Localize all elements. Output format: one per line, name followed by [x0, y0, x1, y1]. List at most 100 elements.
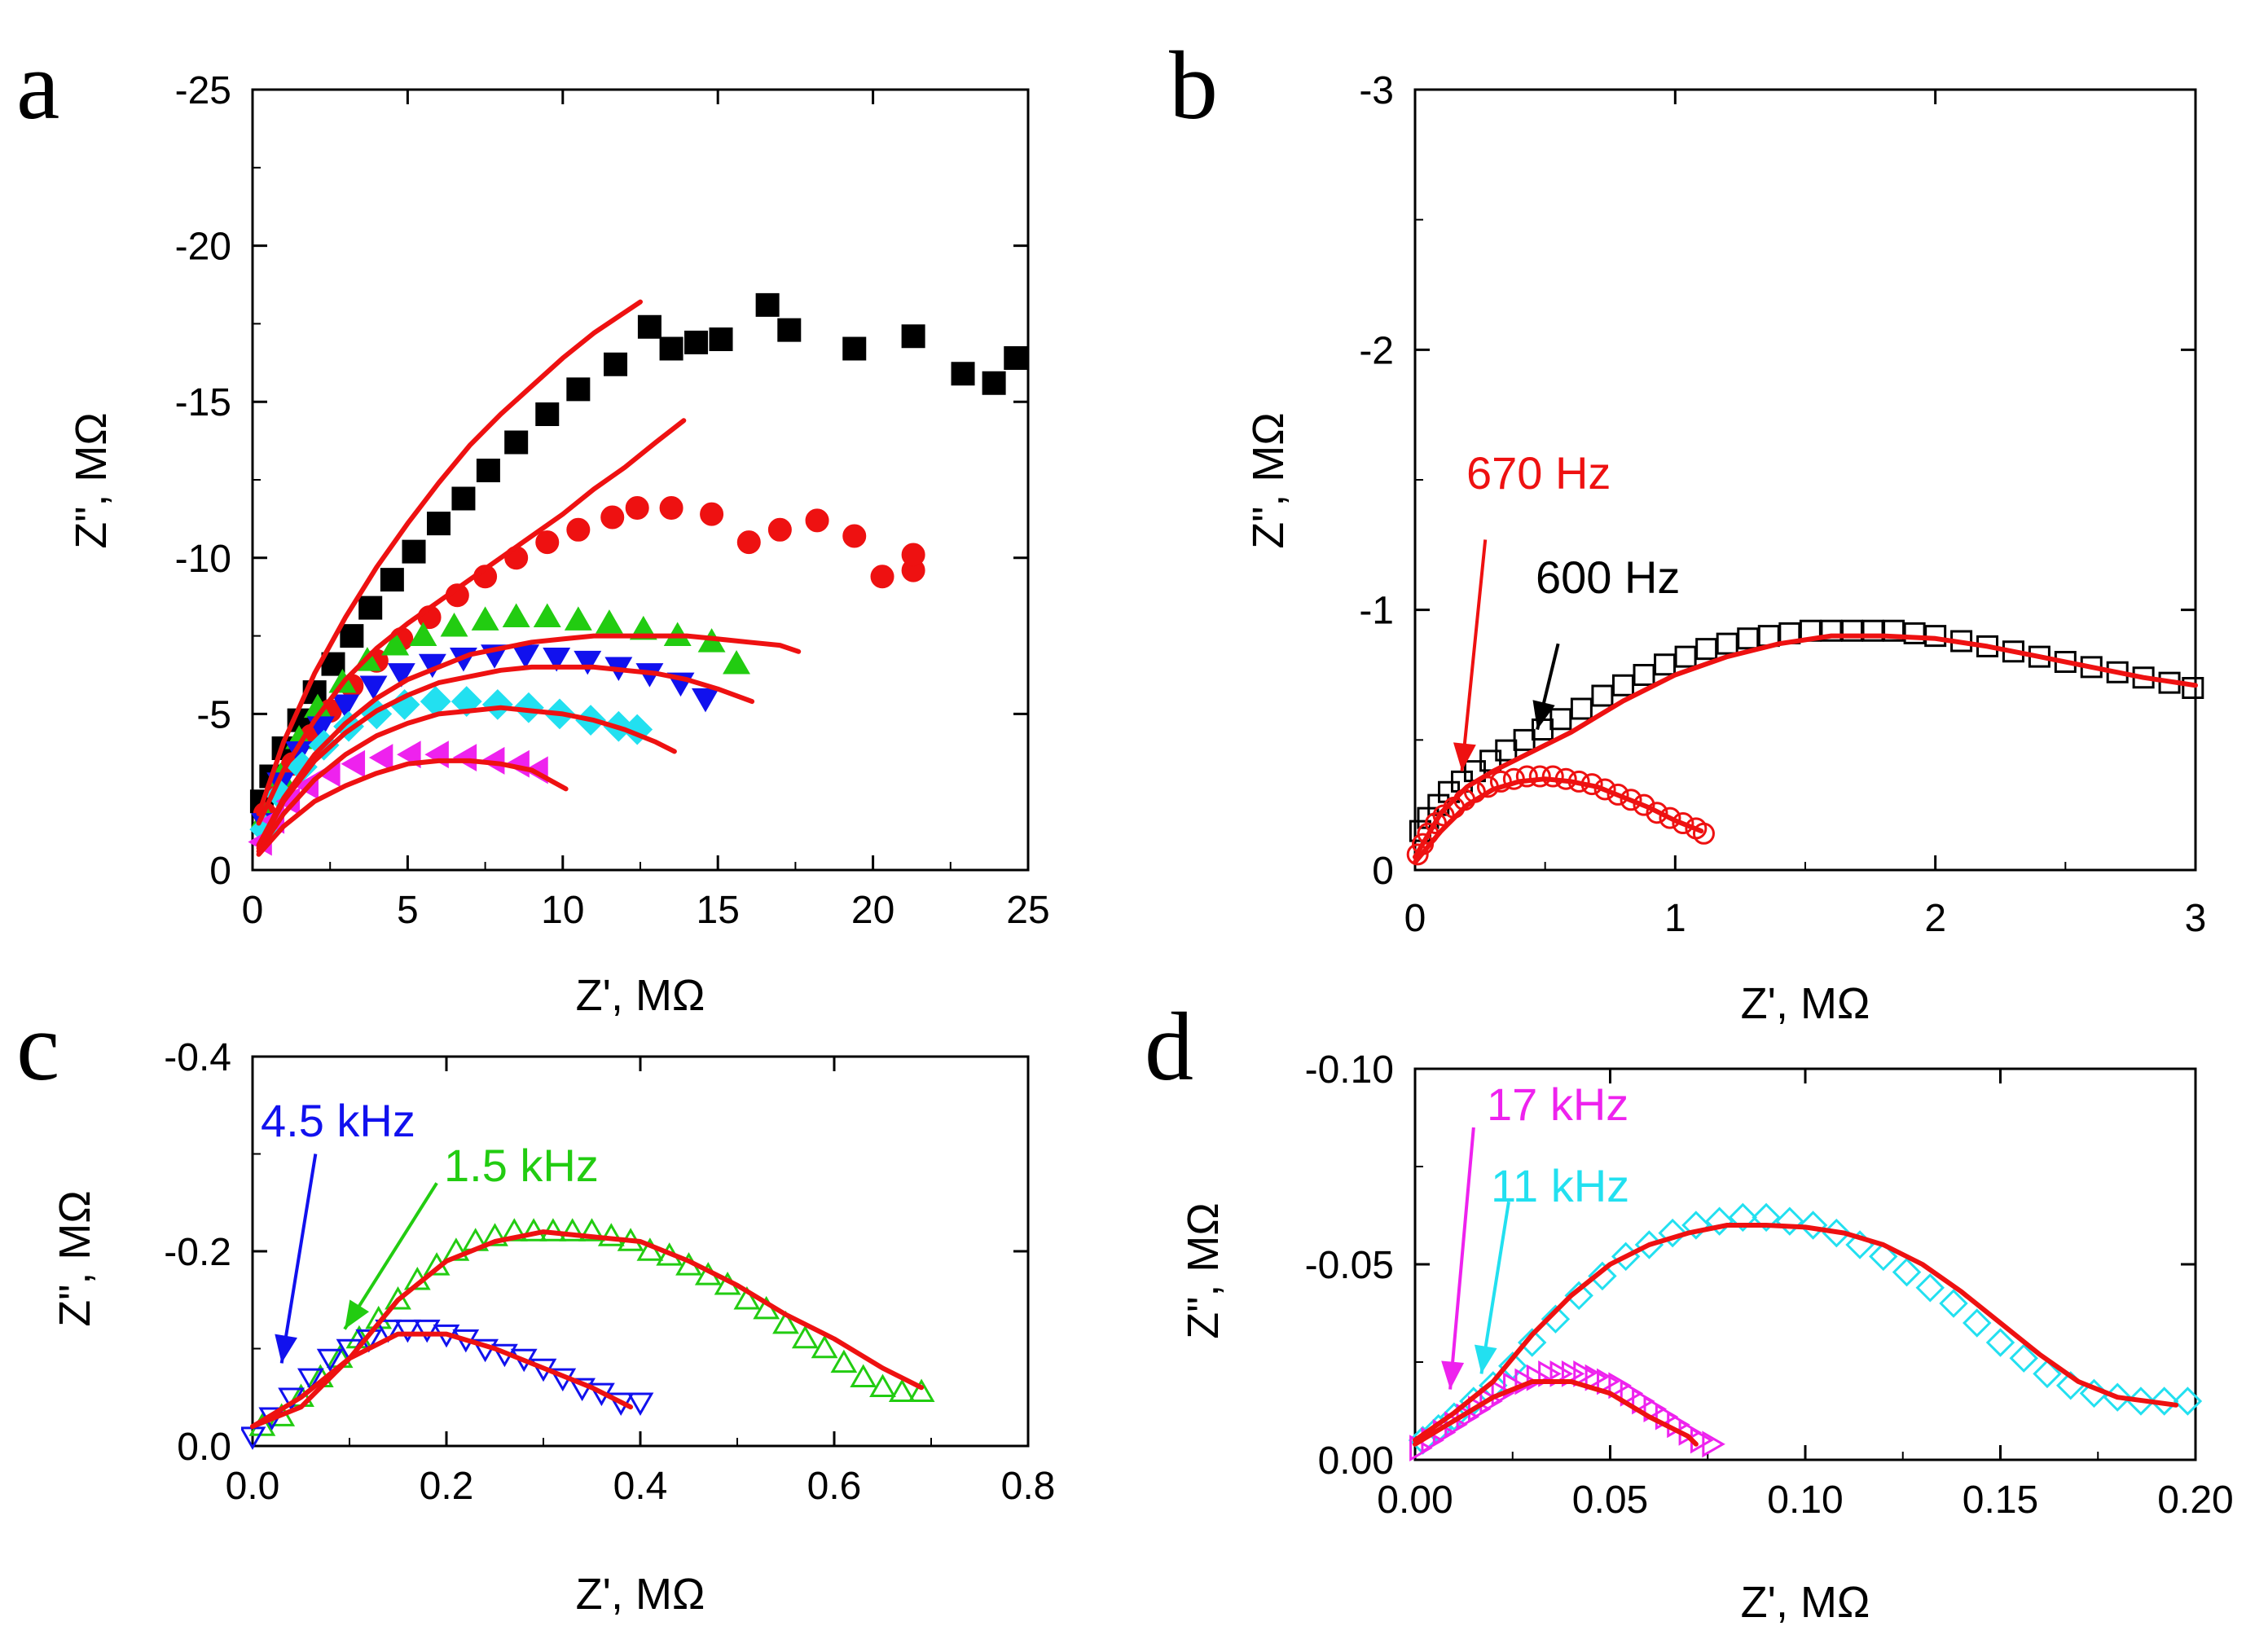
- y-tick-label-b: 0: [1372, 850, 1394, 893]
- data-point-a: [901, 324, 925, 349]
- data-point-b: [2132, 666, 2155, 689]
- data-point-d: [1643, 1395, 1667, 1422]
- data-point-c: [791, 1325, 819, 1349]
- panel-c: c 0.0 0.2 0.4 0.6 0.8 0.0 -0.2 -0.4 Z', MΩ Z", MΩ 4…: [16, 992, 1055, 1619]
- data-point-a: [452, 744, 477, 772]
- x-tick-label-a: 10: [541, 889, 584, 932]
- data-point-d: [1564, 1281, 1593, 1311]
- data-point-d: [2149, 1387, 2179, 1416]
- data-point-a: [709, 327, 733, 352]
- data-point-a: [595, 609, 623, 634]
- annotation-arrow-d: [1448, 1127, 1475, 1390]
- data-point-a: [504, 430, 529, 455]
- annotation-arrowhead-c: [345, 1299, 370, 1329]
- data-point-a: [535, 402, 560, 427]
- data-point-d: [1775, 1206, 1804, 1236]
- data-point-b: [2054, 651, 2077, 674]
- y-tick-label-c: -0.2: [164, 1231, 231, 1274]
- data-point-a: [637, 314, 662, 339]
- data-point-a: [723, 649, 751, 675]
- data-point-a: [368, 744, 393, 772]
- panel-letter-a: a: [16, 31, 59, 139]
- data-point-a: [409, 622, 437, 646]
- data-point-a: [692, 688, 719, 713]
- y-tick-label-a: -20: [175, 226, 231, 269]
- y-tick-label-d: -0.05: [1305, 1244, 1394, 1287]
- data-point-a: [471, 606, 499, 631]
- data-point-a: [659, 336, 683, 361]
- plot-area-a: [248, 292, 1028, 857]
- data-point-d: [1939, 1289, 1968, 1318]
- data-point-b: [1799, 619, 1822, 642]
- y-tick-label-c: 0.0: [177, 1426, 231, 1469]
- annotation-label-b: 670 Hz: [1466, 447, 1611, 499]
- data-point-b: [1976, 635, 1999, 657]
- data-point-b: [1549, 708, 1572, 731]
- data-point-a: [340, 624, 364, 648]
- data-point-b: [2158, 671, 2181, 694]
- data-point-c: [394, 1319, 421, 1343]
- annotation-label-d: 11 kHz: [1491, 1160, 1629, 1211]
- data-point-a: [842, 524, 867, 548]
- data-point-a: [381, 631, 410, 656]
- panel-d: d 0.00 0.05 0.10 0.15 0.20 0.00 -0.05 -0.10 Z', M…: [1145, 992, 2234, 1627]
- data-point-d: [1561, 1360, 1585, 1387]
- fit-line-a: [256, 299, 643, 816]
- data-point-c: [559, 1218, 587, 1241]
- data-point-a: [533, 603, 561, 628]
- data-point-a: [564, 606, 592, 631]
- data-point-a: [543, 648, 571, 672]
- data-point-b: [1593, 778, 1616, 801]
- data-point-b: [1633, 793, 1655, 816]
- data-point-a: [574, 650, 602, 675]
- x-tick-label-c: 0.2: [420, 1465, 474, 1508]
- annotation-arrow-b: [1460, 539, 1488, 771]
- y-tick-label-b: -2: [1359, 329, 1394, 372]
- fit-line-c: [250, 1331, 634, 1430]
- data-point-b: [2182, 676, 2204, 699]
- data-point-a: [512, 644, 540, 669]
- data-point-a: [805, 508, 829, 533]
- plot-area-b: [1406, 619, 2204, 866]
- data-point-c: [472, 1338, 499, 1363]
- data-point-a: [625, 495, 649, 520]
- data-point-d: [1655, 1403, 1679, 1430]
- annotation-label-b: 600 Hz: [1536, 552, 1680, 603]
- data-point-a: [566, 517, 591, 542]
- panel-letter-b: b: [1169, 31, 1218, 139]
- fit-line-a: [256, 633, 802, 848]
- data-point-d: [1702, 1430, 1725, 1458]
- annotation-arrowhead-d: [1441, 1360, 1465, 1390]
- data-point-a: [380, 568, 404, 592]
- fit-line-a: [256, 758, 569, 857]
- y-tick-label-a: 0: [209, 850, 231, 893]
- fit-line-b: [1413, 633, 2198, 859]
- data-point-d: [1728, 1202, 1758, 1233]
- data-point-a: [476, 459, 500, 483]
- annotation-arrowhead-b: [1532, 700, 1555, 730]
- x-tick-label-a: 0: [242, 889, 264, 932]
- data-point-d: [1752, 1202, 1781, 1233]
- x-tick-label-c: 0.4: [613, 1465, 668, 1508]
- data-point-c: [908, 1378, 935, 1402]
- data-point-b: [1531, 719, 1554, 741]
- x-tick-label-c: 0.8: [1001, 1465, 1056, 1508]
- y-tick-label-a: -15: [175, 381, 231, 424]
- panel-letter-c: c: [16, 992, 59, 1101]
- y-axis-label-c: Z", MΩ: [51, 1190, 99, 1327]
- annotation-arrow-c: [343, 1182, 438, 1330]
- panel-a: a 0 5 10 15 20 25 0 -5 -10 -15 -20 -25 Z', MΩ Z", MΩ: [16, 31, 1050, 1020]
- annotation-arrowhead-c: [275, 1334, 297, 1364]
- data-point-b: [2028, 645, 2050, 668]
- data-point-c: [578, 1218, 605, 1241]
- annotation-label-c: 1.5 kHz: [444, 1140, 599, 1191]
- data-point-a: [359, 675, 388, 701]
- data-point-b: [1950, 630, 1973, 653]
- data-point-b: [1406, 843, 1429, 866]
- data-point-d: [1620, 1380, 1644, 1407]
- fit-line-d: [1413, 1379, 1699, 1447]
- data-point-a: [402, 539, 426, 564]
- data-point-a: [535, 530, 560, 555]
- y-tick-label-b: -3: [1359, 69, 1394, 112]
- data-point-b: [1570, 697, 1593, 720]
